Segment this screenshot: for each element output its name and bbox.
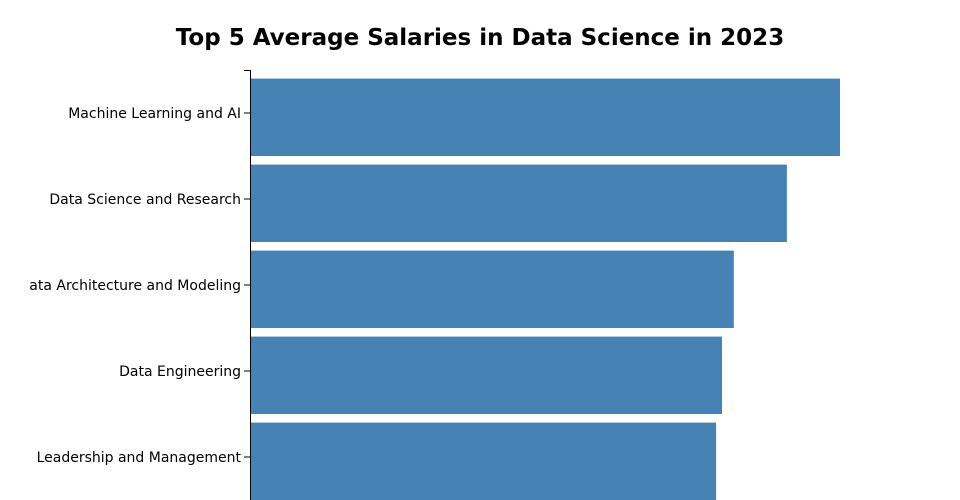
bar[interactable]: [251, 250, 734, 328]
y-tick-label: Data Science and Research: [49, 192, 241, 208]
bar[interactable]: [251, 422, 717, 500]
y-tick-label: Machine Learning and AI: [68, 106, 241, 122]
chart-title: Top 5 Average Salaries in Data Science i…: [176, 25, 784, 51]
y-axis-line: [244, 70, 251, 500]
y-tick-label: ata Architecture and Modeling: [29, 278, 241, 294]
y-tick-label: Leadership and Management: [37, 450, 242, 466]
bar[interactable]: [251, 336, 722, 414]
bar-series: [251, 78, 840, 500]
bar[interactable]: [251, 78, 840, 156]
bar[interactable]: [251, 164, 787, 242]
y-axis: [244, 70, 251, 500]
y-tick-label: Data Engineering: [119, 364, 241, 380]
y-axis-ticks: Machine Learning and AI Data Science and …: [29, 106, 250, 466]
